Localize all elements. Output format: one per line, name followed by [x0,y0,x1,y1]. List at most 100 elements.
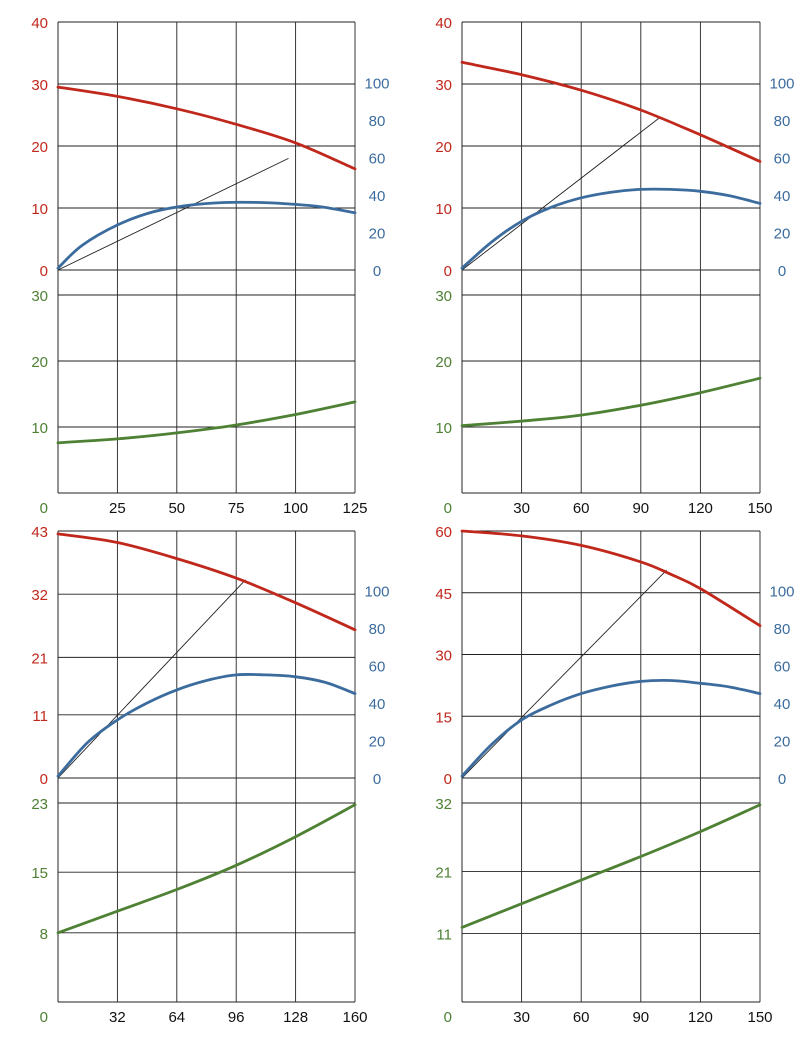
power-tick-label: 21 [435,864,452,881]
efficiency-tick-label: 20 [369,226,386,243]
power-tick-label: 0 [40,500,48,517]
efficiency-tick-label: 60 [774,151,791,168]
x-tick-label: 25 [109,500,126,517]
power-tick-label: 20 [31,354,48,371]
head-tick-label: 30 [31,77,48,94]
efficiency-tick-label: 20 [774,734,791,751]
head-tick-label: 40 [435,15,452,32]
head-tick-label: 0 [444,263,452,280]
efficiency-tick-label: 0 [778,263,786,280]
head-tick-label: 30 [435,648,452,665]
efficiency-tick-label: 100 [769,584,794,601]
operating-line [461,569,667,779]
x-tick-label: 120 [688,500,713,517]
operating-line [57,579,246,779]
x-tick-label: 60 [573,500,590,517]
efficiency-curve [460,187,762,270]
power-tick-label: 20 [435,354,452,371]
head-tick-label: 32 [31,587,48,604]
x-tick-label: 90 [632,500,649,517]
power-tick-label: 11 [436,927,452,944]
power-tick-label: 15 [31,865,48,882]
efficiency-tick-label: 100 [364,76,389,93]
efficiency-tick-label: 80 [369,621,386,638]
head-curve [56,532,357,632]
x-tick-label: 50 [168,500,185,517]
efficiency-tick-label: 0 [778,771,786,788]
efficiency-tick-label: 20 [369,734,386,751]
head-tick-label: 40 [31,15,48,32]
x-tick-label: 96 [228,1009,245,1026]
head-tick-label: 10 [31,201,48,218]
x-tick-label: 125 [342,500,367,517]
efficiency-tick-label: 0 [373,263,381,280]
chart-grid [57,21,356,494]
x-tick-label: 60 [573,1009,590,1026]
power-tick-label: 0 [40,1009,48,1026]
head-tick-label: 11 [32,708,48,725]
power-tick-label: 8 [40,926,48,943]
head-curve [56,85,357,171]
chart-panel-3: 0 11 21 32 43 0 20 40 60 80 100 0 8 15 23 32 64 96 128 160 [31,524,389,1026]
efficiency-tick-label: 100 [364,584,389,601]
chart-grid [57,530,356,1003]
operating-line [57,157,289,271]
efficiency-tick-label: 80 [774,113,791,130]
chart-panel-4: 0 15 30 45 60 0 20 40 60 80 100 0 11 21 32 30 60 90 120 150 [435,524,794,1026]
efficiency-tick-label: 60 [774,659,791,676]
efficiency-tick-label: 80 [774,621,791,638]
efficiency-tick-label: 100 [769,76,794,93]
power-tick-label: 30 [31,288,48,305]
x-tick-label: 160 [342,1009,367,1026]
chart-grid [461,21,761,494]
x-tick-label: 120 [688,1009,713,1026]
x-tick-label: 32 [109,1009,126,1026]
efficiency-tick-label: 80 [369,113,386,130]
power-tick-label: 32 [435,796,452,813]
efficiency-tick-label: 40 [369,696,386,713]
power-curve [56,803,357,935]
chart-grid [461,530,761,1003]
head-tick-label: 30 [435,77,452,94]
chart-panel-2: 0 10 20 30 40 0 20 40 60 80 100 0 10 20 30 30 60 90 120 150 [435,15,794,517]
x-tick-label: 100 [283,500,308,517]
head-curve [460,529,762,628]
x-tick-label: 75 [228,500,245,517]
power-curve [56,400,357,445]
power-tick-label: 10 [31,420,48,437]
power-tick-label: 10 [435,420,452,437]
head-tick-label: 21 [31,650,48,667]
x-tick-label: 30 [513,500,530,517]
head-tick-label: 15 [435,709,452,726]
x-tick-label: 150 [747,500,772,517]
head-tick-label: 45 [435,586,452,603]
efficiency-tick-label: 40 [369,188,386,205]
power-tick-label: 0 [444,500,452,517]
head-tick-label: 0 [40,771,48,788]
operating-line [461,116,661,271]
chart-panel-1: 0 10 20 30 40 0 20 40 60 80 100 0 10 20 30 25 50 75 100 125 [31,15,389,517]
efficiency-tick-label: 0 [373,771,381,788]
x-tick-label: 30 [513,1009,530,1026]
head-curve [460,60,762,163]
efficiency-tick-label: 40 [774,696,791,713]
power-curve [460,376,762,428]
head-tick-label: 0 [40,263,48,280]
efficiency-curve [56,672,357,778]
head-tick-label: 10 [435,201,452,218]
power-tick-label: 23 [31,796,48,813]
efficiency-curve [460,678,762,778]
efficiency-curve [56,200,357,270]
head-tick-label: 20 [31,139,48,156]
efficiency-tick-label: 60 [369,659,386,676]
x-tick-label: 128 [283,1009,308,1026]
x-tick-label: 64 [168,1009,185,1026]
power-curve [460,803,762,929]
power-tick-label: 0 [444,1009,452,1026]
efficiency-tick-label: 20 [774,226,791,243]
power-tick-label: 30 [435,288,452,305]
head-tick-label: 20 [435,139,452,156]
head-tick-label: 60 [435,524,452,541]
x-tick-label: 90 [632,1009,649,1026]
